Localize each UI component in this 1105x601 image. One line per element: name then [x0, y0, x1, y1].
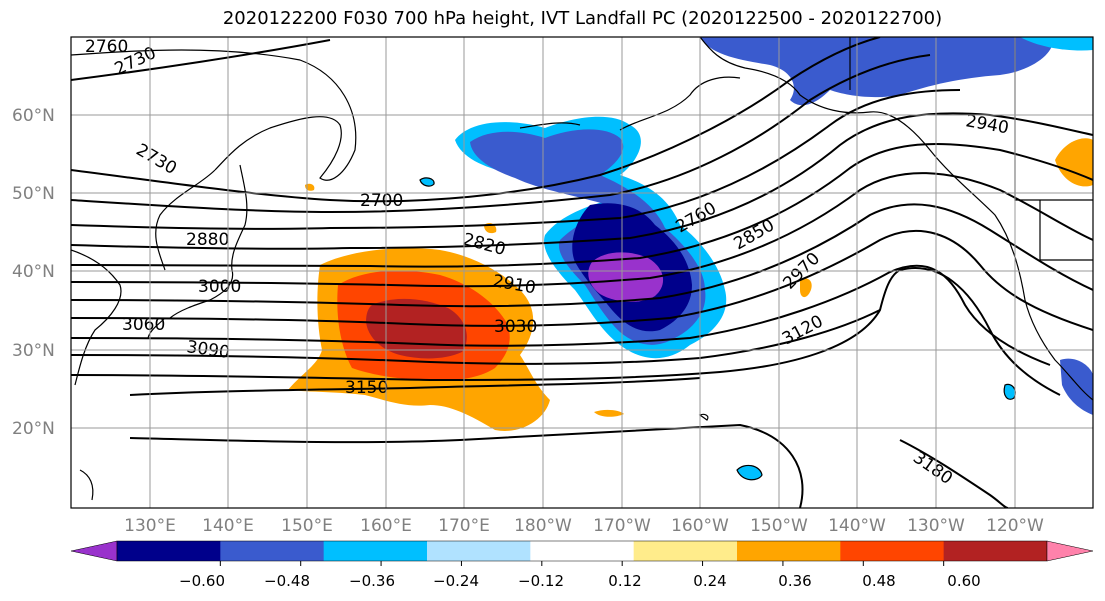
- contour-label: 3060: [122, 315, 165, 335]
- colorbar-tick-label: −0.60: [179, 572, 225, 590]
- lon-label: 170°W: [593, 516, 651, 536]
- lat-label: 50°N: [12, 184, 55, 204]
- colorbar-cells: [116, 540, 1048, 562]
- lon-label: 130°W: [907, 516, 965, 536]
- colorbar-cell: [530, 541, 635, 561]
- colorbar-tick-label: 0.48: [862, 572, 895, 590]
- lon-label: 120°W: [986, 516, 1044, 536]
- lat-label: 40°N: [12, 262, 55, 282]
- contour-label: 2880: [186, 230, 229, 250]
- lon-label: 160°E: [360, 516, 412, 536]
- colorbar-extend-low: [70, 540, 118, 562]
- colorbar-cell: [323, 541, 428, 561]
- lon-label: 160°W: [671, 516, 729, 536]
- map-title: 2020122200 F030 700 hPa height, IVT Land…: [222, 8, 943, 29]
- colorbar-cell: [220, 541, 325, 561]
- latitude-labels: 60°N 50°N 40°N 30°N 20°N: [12, 106, 55, 439]
- contour-label: 3150: [345, 378, 388, 398]
- contour-label: 2700: [360, 191, 403, 211]
- lat-label: 30°N: [12, 341, 55, 361]
- contour-label: 3000: [198, 277, 241, 297]
- colorbar-tick-label: 0.24: [693, 572, 726, 590]
- colorbar-labels: −0.60 −0.48 −0.36 −0.24 −0.12 0.12 0.24 …: [179, 572, 981, 590]
- colorbar-cell: [840, 541, 945, 561]
- lon-label: 170°E: [438, 516, 490, 536]
- lon-label: 180°W: [514, 516, 572, 536]
- colorbar-tick-label: 0.60: [947, 572, 980, 590]
- colorbar-cell: [117, 541, 221, 561]
- colorbar-tick-label: −0.36: [349, 572, 395, 590]
- longitude-labels: 130°E 140°E 150°E 160°E 170°E 180°W 170°…: [124, 516, 1044, 536]
- colorbar-cell: [427, 541, 531, 561]
- lon-label: 140°W: [828, 516, 886, 536]
- gridlines: [71, 37, 1093, 508]
- contour-label: 3030: [494, 317, 537, 337]
- lon-label: 140°E: [202, 516, 254, 536]
- colorbar-cell: [737, 541, 841, 561]
- lat-label: 60°N: [12, 106, 55, 126]
- lon-label: 150°E: [281, 516, 333, 536]
- colorbar-tick-label: −0.24: [433, 572, 479, 590]
- colorbar-ticks: [219, 561, 945, 566]
- colorbar-cell: [633, 541, 738, 561]
- colorbar: −0.60 −0.48 −0.36 −0.24 −0.12 0.12 0.24 …: [70, 540, 1094, 590]
- colorbar-tick-label: 0.36: [778, 572, 811, 590]
- colorbar-tick-label: 0.12: [608, 572, 641, 590]
- lon-label: 150°W: [750, 516, 808, 536]
- map-frame: [70, 36, 1094, 509]
- contour-label: 2760: [85, 37, 128, 57]
- colorbar-extend-high: [1046, 540, 1094, 562]
- colorbar-tick-label: −0.48: [264, 572, 310, 590]
- colorbar-tick-label: −0.12: [518, 572, 564, 590]
- colorbar-cell: [943, 541, 1048, 561]
- lat-label: 20°N: [12, 419, 55, 439]
- lon-label: 130°E: [124, 516, 176, 536]
